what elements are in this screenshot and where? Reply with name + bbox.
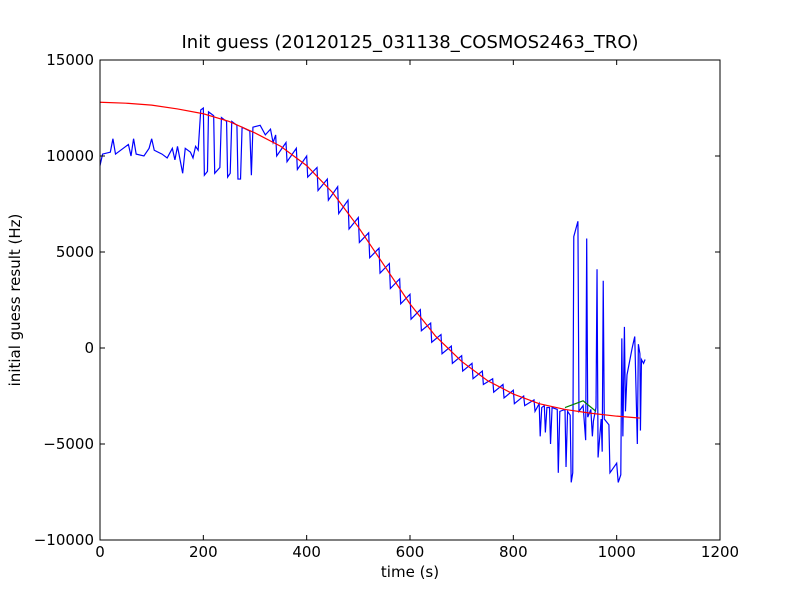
x-tick-label: 800 bbox=[499, 543, 528, 561]
data-line bbox=[564, 400, 597, 412]
x-tick-label: 200 bbox=[189, 543, 218, 561]
y-tick-label: 10000 bbox=[46, 147, 94, 165]
y-tick-label: 5000 bbox=[56, 243, 94, 261]
data-line bbox=[99, 106, 646, 483]
x-tick-label: 0 bbox=[95, 543, 105, 561]
x-tick-label: 400 bbox=[292, 543, 321, 561]
y-tick-label: 0 bbox=[84, 339, 94, 357]
x-axis-label: time (s) bbox=[381, 563, 439, 581]
x-tick-label: 1200 bbox=[701, 543, 739, 561]
y-tick-label: −10000 bbox=[34, 531, 94, 549]
y-axis-label: initial guess result (Hz) bbox=[6, 214, 24, 387]
y-tick-label: −5000 bbox=[43, 435, 94, 453]
data-line bbox=[99, 101, 640, 419]
x-tick-label: 1000 bbox=[598, 543, 636, 561]
x-tick-label: 600 bbox=[396, 543, 425, 561]
chart-title: Init guess (20120125_031138_COSMOS2463_T… bbox=[181, 32, 638, 53]
y-tick-label: 15000 bbox=[46, 51, 94, 69]
